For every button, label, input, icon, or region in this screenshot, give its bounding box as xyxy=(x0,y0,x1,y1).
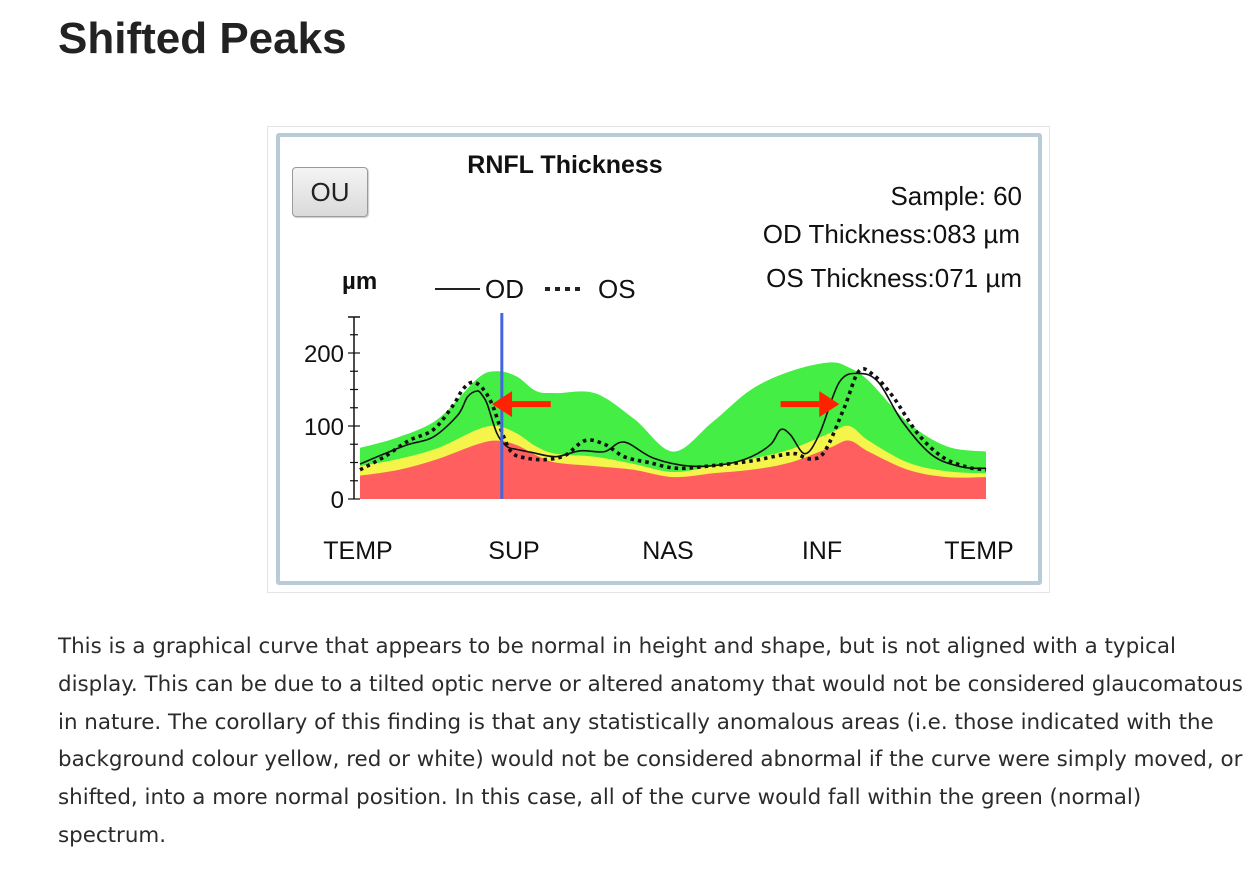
od-curve xyxy=(359,372,987,470)
y-axis-unit-label: µm xyxy=(342,268,377,295)
os-curve xyxy=(359,367,987,472)
sample-label: Sample: 60 xyxy=(890,181,1022,211)
shift-arrow-left xyxy=(492,391,551,418)
arrow-head xyxy=(492,391,513,418)
annotations xyxy=(492,313,840,499)
x-category-label: INF xyxy=(802,537,842,565)
y-tick-label: 0 xyxy=(331,487,344,514)
y-axis: 0 100 200 xyxy=(304,316,360,514)
legend-os-label: OS xyxy=(598,274,636,304)
rnfl-panel: OU RNFL Thickness Sample: 60 OD Thicknes… xyxy=(276,133,1042,585)
thickness-bands xyxy=(360,362,986,499)
x-axis-labels: TEMP SUP NAS INF TEMP xyxy=(323,537,1013,565)
legend-od-label: OD xyxy=(485,274,524,304)
x-category-label: SUP xyxy=(488,537,539,565)
y-tick-label: 200 xyxy=(304,341,344,368)
shift-arrow-right xyxy=(780,391,840,418)
chart-title: RNFL Thickness xyxy=(467,151,662,179)
y-tick-label: 100 xyxy=(304,414,344,441)
os-thickness-label: OS Thickness:071 µm xyxy=(766,263,1022,293)
ou-button[interactable]: OU xyxy=(292,167,368,217)
description-paragraph: This is a graphical curve that appears t… xyxy=(58,634,1243,848)
thickness-curves xyxy=(359,367,987,472)
arrow-head xyxy=(819,391,840,418)
figure-container: OU RNFL Thickness Sample: 60 OD Thicknes… xyxy=(267,126,1050,593)
page-title: Shifted Peaks xyxy=(58,14,347,63)
x-category-label: TEMP xyxy=(323,537,392,565)
x-category-label: NAS xyxy=(642,537,693,565)
rnfl-thickness-chart: RNFL Thickness Sample: 60 OD Thickness:0… xyxy=(304,151,1022,565)
od-thickness-label: OD Thickness:083 µm xyxy=(763,219,1020,249)
x-category-label: TEMP xyxy=(944,537,1013,565)
